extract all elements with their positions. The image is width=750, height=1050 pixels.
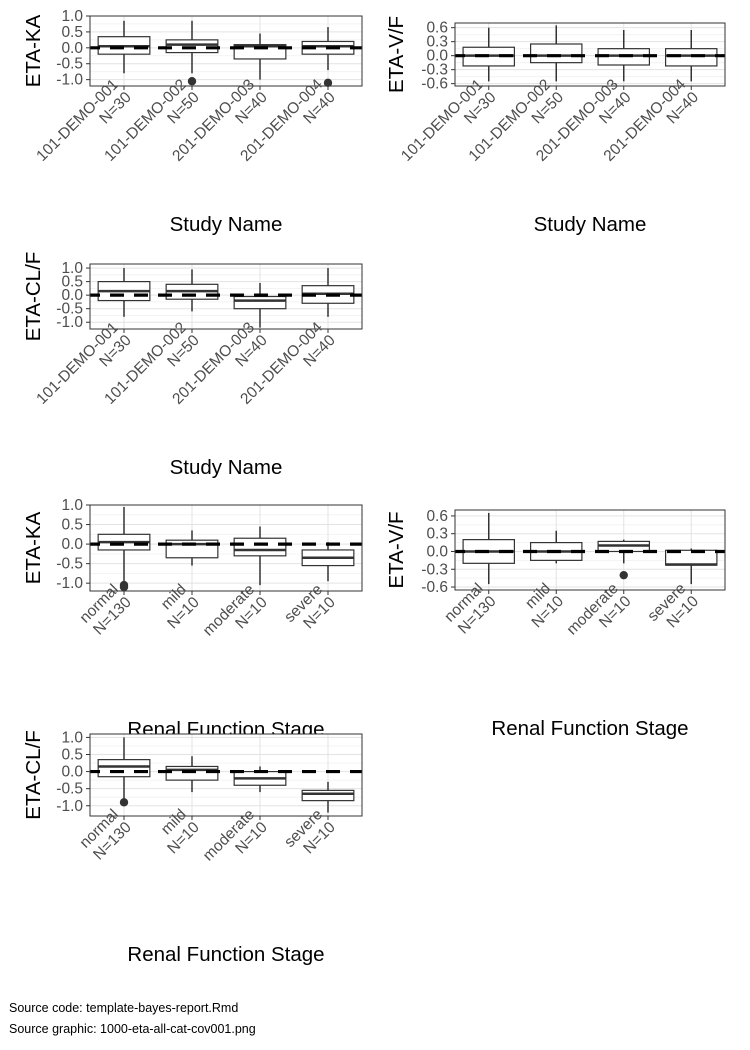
outlier-point <box>323 78 333 88</box>
y-tick-label: -0.5 <box>56 781 83 798</box>
panel-border <box>89 504 363 592</box>
iqr-box <box>233 44 287 60</box>
y-tick-label: 0.3 <box>426 34 448 51</box>
panel-border <box>89 733 363 817</box>
y-tick-label: 1.0 <box>61 497 83 514</box>
outlier-point <box>119 798 129 807</box>
y-tick-label: 0.5 <box>61 747 83 764</box>
y-tick-label: -0.6 <box>421 579 448 596</box>
outlier-point <box>119 582 129 592</box>
source-code-caption: Source code: template-bayes-report.Rmd <box>9 1001 238 1015</box>
y-tick-label: -1.0 <box>56 314 83 331</box>
chart-panel-1: 1.00.50.0-0.5-1.0101-DEMO-001N=30101-DEM… <box>22 8 363 236</box>
box-3 <box>233 526 287 586</box>
y-tick-label: 1.0 <box>61 8 83 25</box>
box-4 <box>664 548 718 585</box>
chart-panel-3: 1.00.50.0-0.5-1.0101-DEMO-001N=30101-DEM… <box>22 252 363 479</box>
x-axis-title: Study Name <box>170 456 283 479</box>
y-tick-label: 1.0 <box>61 729 83 746</box>
source-code-label: Source code: <box>9 1001 83 1015</box>
x-tick-label: severeN=10 <box>644 580 702 638</box>
y-tick-label: -0.5 <box>56 56 83 73</box>
iqr-box <box>664 48 718 67</box>
y-tick-label: -0.6 <box>421 76 448 93</box>
box-4 <box>301 781 355 813</box>
y-axis-title: ETA-V/F <box>385 16 408 93</box>
panel-border <box>89 15 363 87</box>
y-tick-label: -0.3 <box>421 561 448 578</box>
box-1 <box>97 506 151 592</box>
source-code-file: template-bayes-report.Rmd <box>86 1001 239 1015</box>
y-tick-label: 0.0 <box>61 40 83 57</box>
box-2 <box>165 756 219 793</box>
panel-border <box>89 263 363 330</box>
y-tick-label: -1.0 <box>56 575 83 592</box>
x-axis-title: Study Name <box>170 213 283 236</box>
y-tick-label: 0.0 <box>61 287 83 304</box>
y-tick-label: 0.0 <box>61 764 83 781</box>
iqr-box <box>301 789 355 802</box>
y-tick-label: 1.0 <box>61 260 83 277</box>
x-tick-label: 101-DEMO-001N=30 <box>33 319 135 421</box>
x-tick-label: 101-DEMO-001N=30 <box>398 76 500 178</box>
y-tick-label: 0.5 <box>61 517 83 534</box>
y-tick-label: 0.0 <box>426 48 448 65</box>
iqr-box <box>529 43 583 64</box>
y-axis-title: ETA-V/F <box>385 511 408 588</box>
eta-boxplot-figure: 1.00.50.0-0.5-1.0101-DEMO-001N=30101-DEM… <box>22 8 726 966</box>
x-tick-label: 101-DEMO-001N=30 <box>33 76 135 178</box>
source-graphic-file: 1000-eta-all-cat-cov001.png <box>100 1022 256 1036</box>
y-axis-title: ETA-CL/F <box>22 252 45 342</box>
iqr-box <box>233 537 287 557</box>
iqr-box <box>97 759 151 778</box>
y-tick-label: -0.5 <box>56 556 83 573</box>
x-axis-title: Renal Function Stage <box>491 717 688 740</box>
panel-border <box>454 509 726 591</box>
panel-border <box>454 22 726 87</box>
y-axis-title: ETA-KA <box>22 14 45 87</box>
y-axis-title: ETA-KA <box>22 511 45 584</box>
box-3 <box>597 539 650 580</box>
box-3 <box>233 766 287 793</box>
y-axis-title: ETA-CL/F <box>22 730 45 820</box>
source-graphic-label: Source graphic: <box>9 1022 97 1036</box>
y-tick-label: 0.5 <box>61 274 83 291</box>
y-tick-label: 0.0 <box>426 543 448 560</box>
outlier-point <box>187 77 197 86</box>
y-tick-label: -1.0 <box>56 798 83 815</box>
y-tick-label: 0.3 <box>426 526 448 543</box>
box-2 <box>165 269 219 312</box>
y-tick-label: 0.0 <box>61 536 83 553</box>
y-tick-label: -0.3 <box>421 62 448 79</box>
y-tick-label: 0.5 <box>61 24 83 41</box>
chart-panel-2: 0.60.30.0-0.3-0.6101-DEMO-001N=30101-DEM… <box>385 16 726 236</box>
source-graphic-caption: Source graphic: 1000-eta-all-cat-cov001.… <box>9 1022 256 1036</box>
x-axis-title: Renal Function Stage <box>127 943 324 966</box>
box-4 <box>301 542 355 582</box>
x-axis-title: Study Name <box>534 213 647 236</box>
outlier-point <box>619 570 628 580</box>
y-tick-label: 0.6 <box>426 508 448 525</box>
iqr-box <box>165 765 219 781</box>
iqr-box <box>233 295 287 310</box>
y-tick-label: -1.0 <box>56 72 83 89</box>
y-tick-label: -0.5 <box>56 301 83 318</box>
y-tick-label: 0.6 <box>426 20 448 37</box>
